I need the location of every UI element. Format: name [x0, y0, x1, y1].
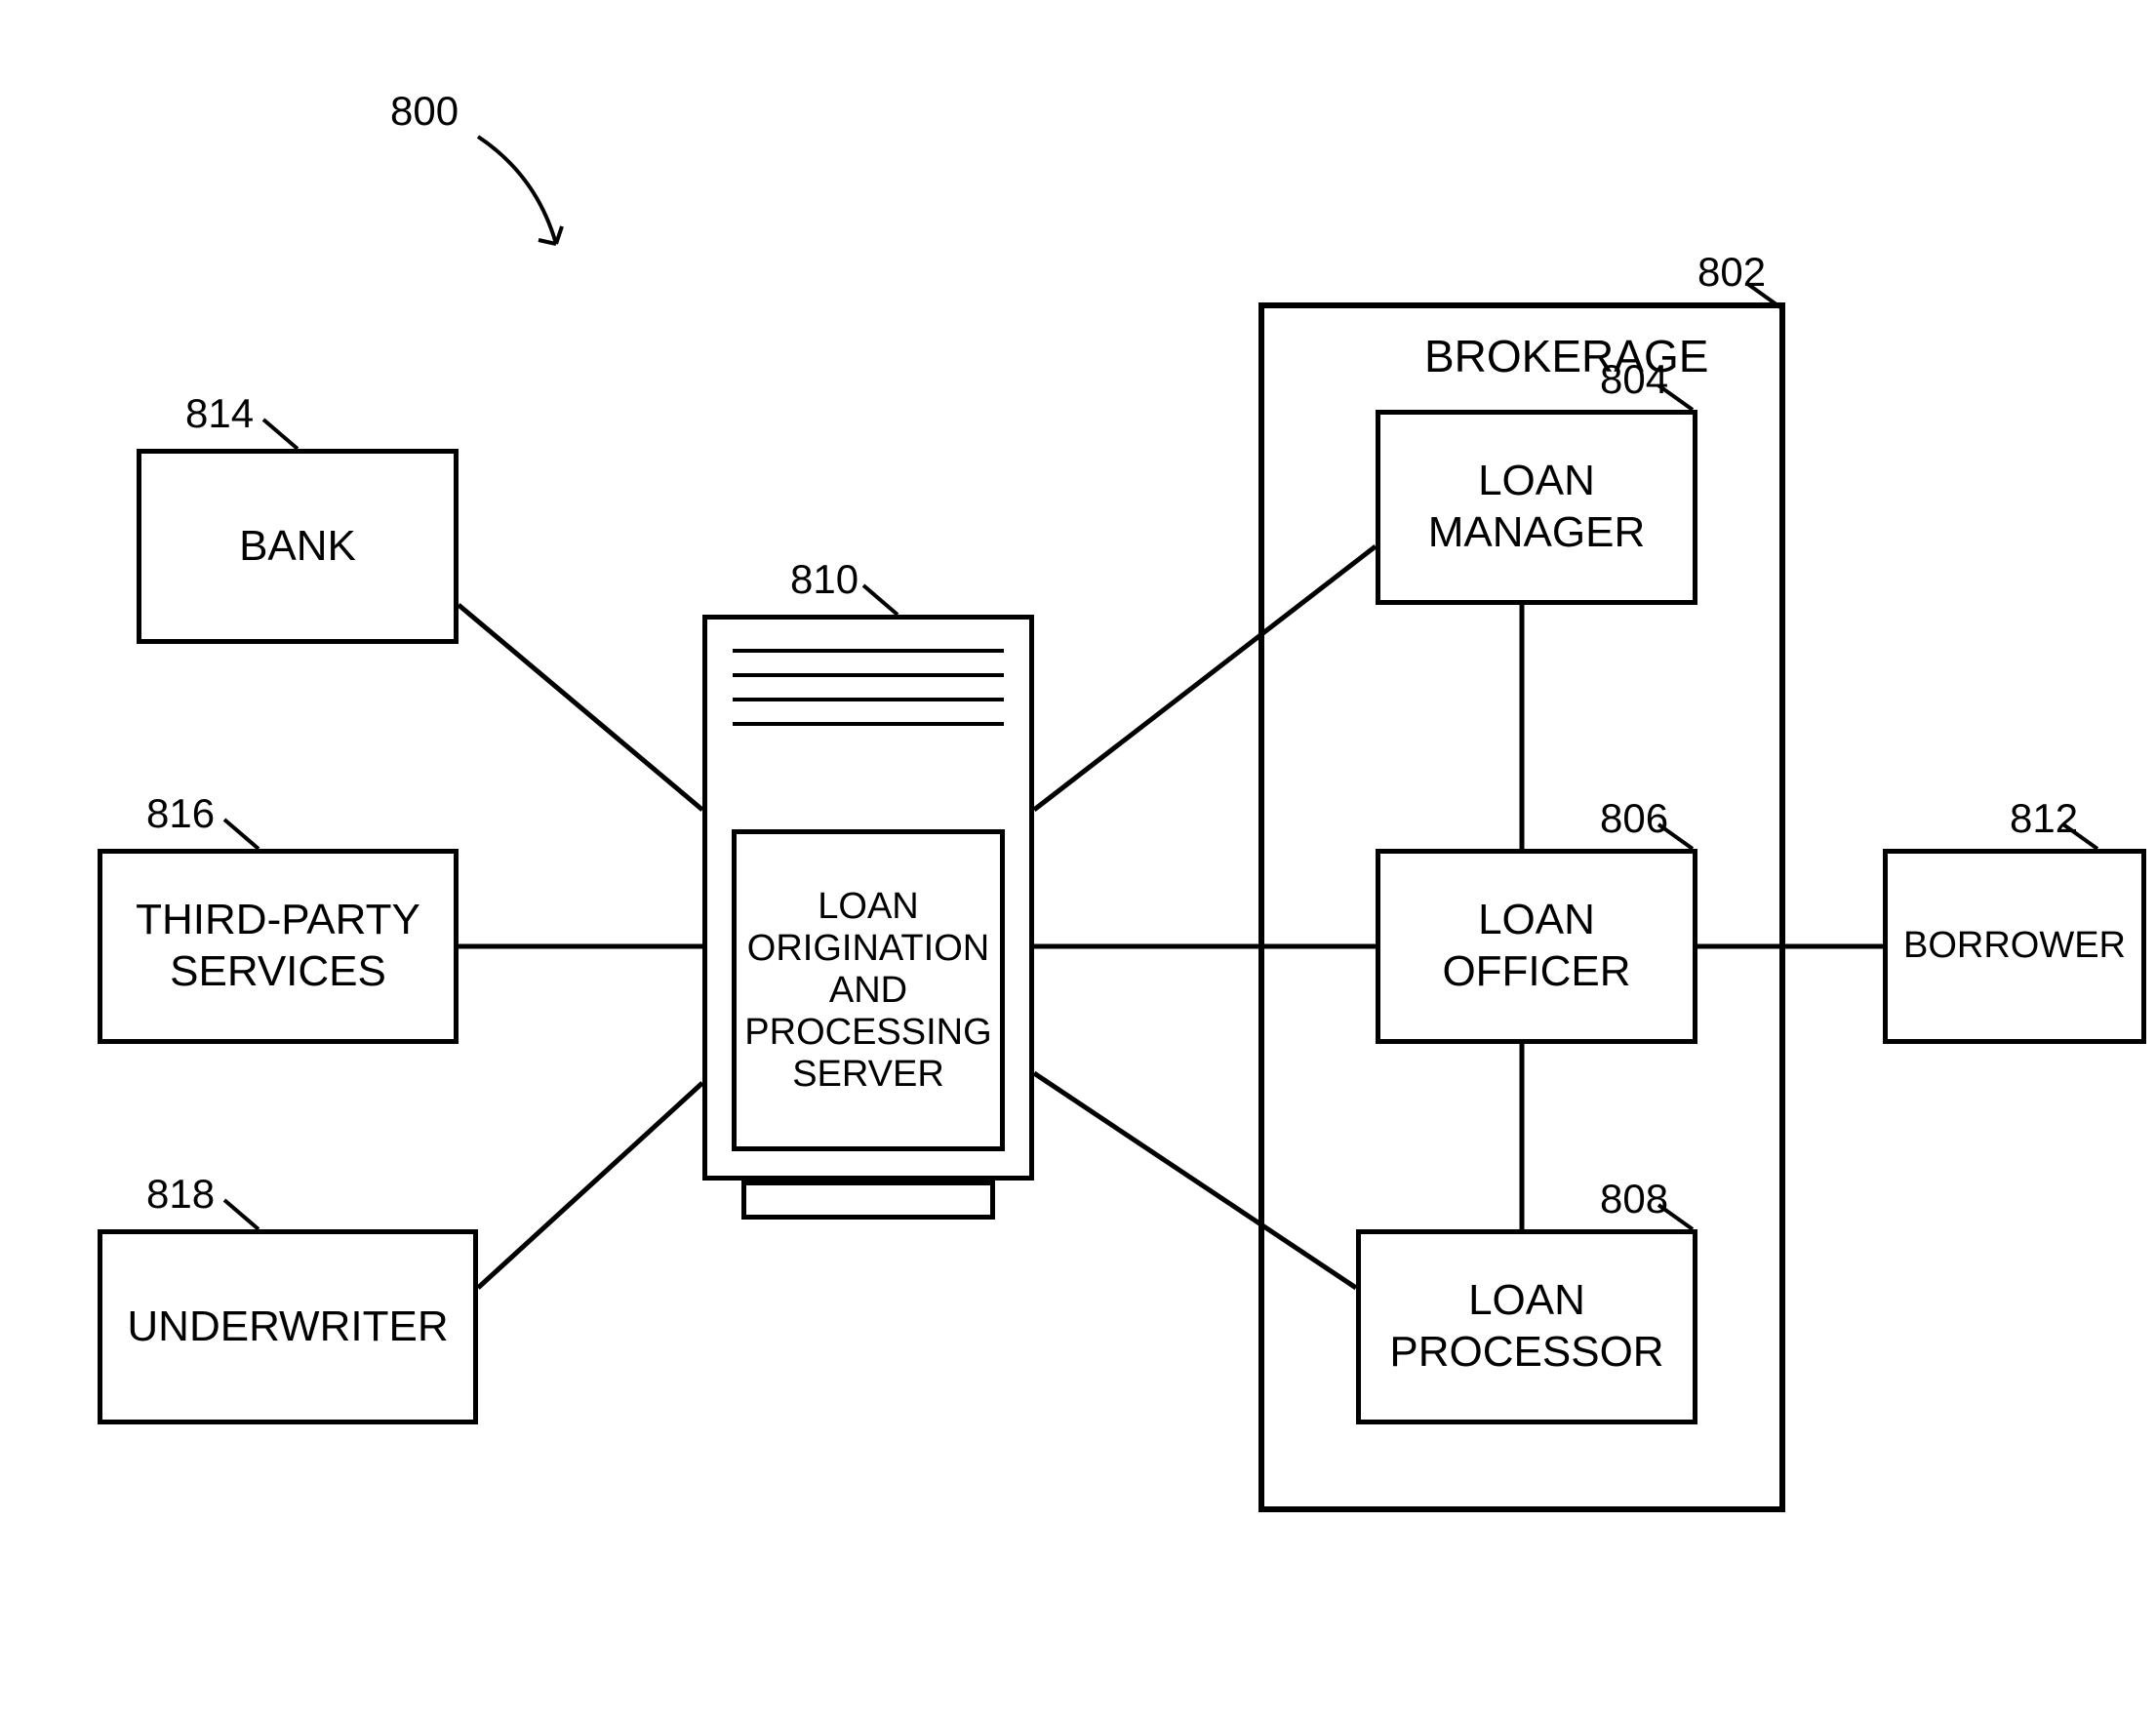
borrower-label: BORROWER [1896, 916, 2134, 977]
loan-officer-label: LOAN OFFICER [1380, 887, 1693, 1006]
ref-loan-manager: 804 [1600, 356, 1668, 403]
underwriter-box: UNDERWRITER [98, 1229, 478, 1424]
ref-third-party: 816 [146, 790, 215, 837]
underwriter-label: UNDERWRITER [119, 1294, 456, 1361]
ref-bank: 814 [185, 390, 254, 437]
bank-label: BANK [231, 513, 364, 581]
ref-main: 800 [390, 88, 459, 135]
loan-officer-box: LOAN OFFICER [1376, 849, 1697, 1044]
server-label: LOAN ORIGINATION AND PROCESSING SERVER [737, 878, 1000, 1103]
ref-underwriter: 818 [146, 1171, 215, 1218]
bank-box: BANK [137, 449, 459, 644]
loan-manager-label: LOAN MANAGER [1380, 448, 1693, 567]
ref-loan-officer: 806 [1600, 795, 1668, 842]
borrower-box: BORROWER [1883, 849, 2146, 1044]
third-party-label: THIRD-PARTY SERVICES [102, 887, 454, 1006]
third-party-box: THIRD-PARTY SERVICES [98, 849, 459, 1044]
server-base [741, 1181, 995, 1220]
loan-manager-box: LOAN MANAGER [1376, 410, 1697, 605]
loan-processor-box: LOAN PROCESSOR [1356, 1229, 1697, 1424]
loan-processor-label: LOAN PROCESSOR [1361, 1267, 1693, 1386]
ref-server: 810 [790, 556, 858, 603]
ref-brokerage: 802 [1697, 249, 1766, 296]
ref-loan-processor: 808 [1600, 1176, 1668, 1222]
ref-borrower: 812 [2010, 795, 2078, 842]
server-inner: LOAN ORIGINATION AND PROCESSING SERVER [732, 829, 1005, 1151]
